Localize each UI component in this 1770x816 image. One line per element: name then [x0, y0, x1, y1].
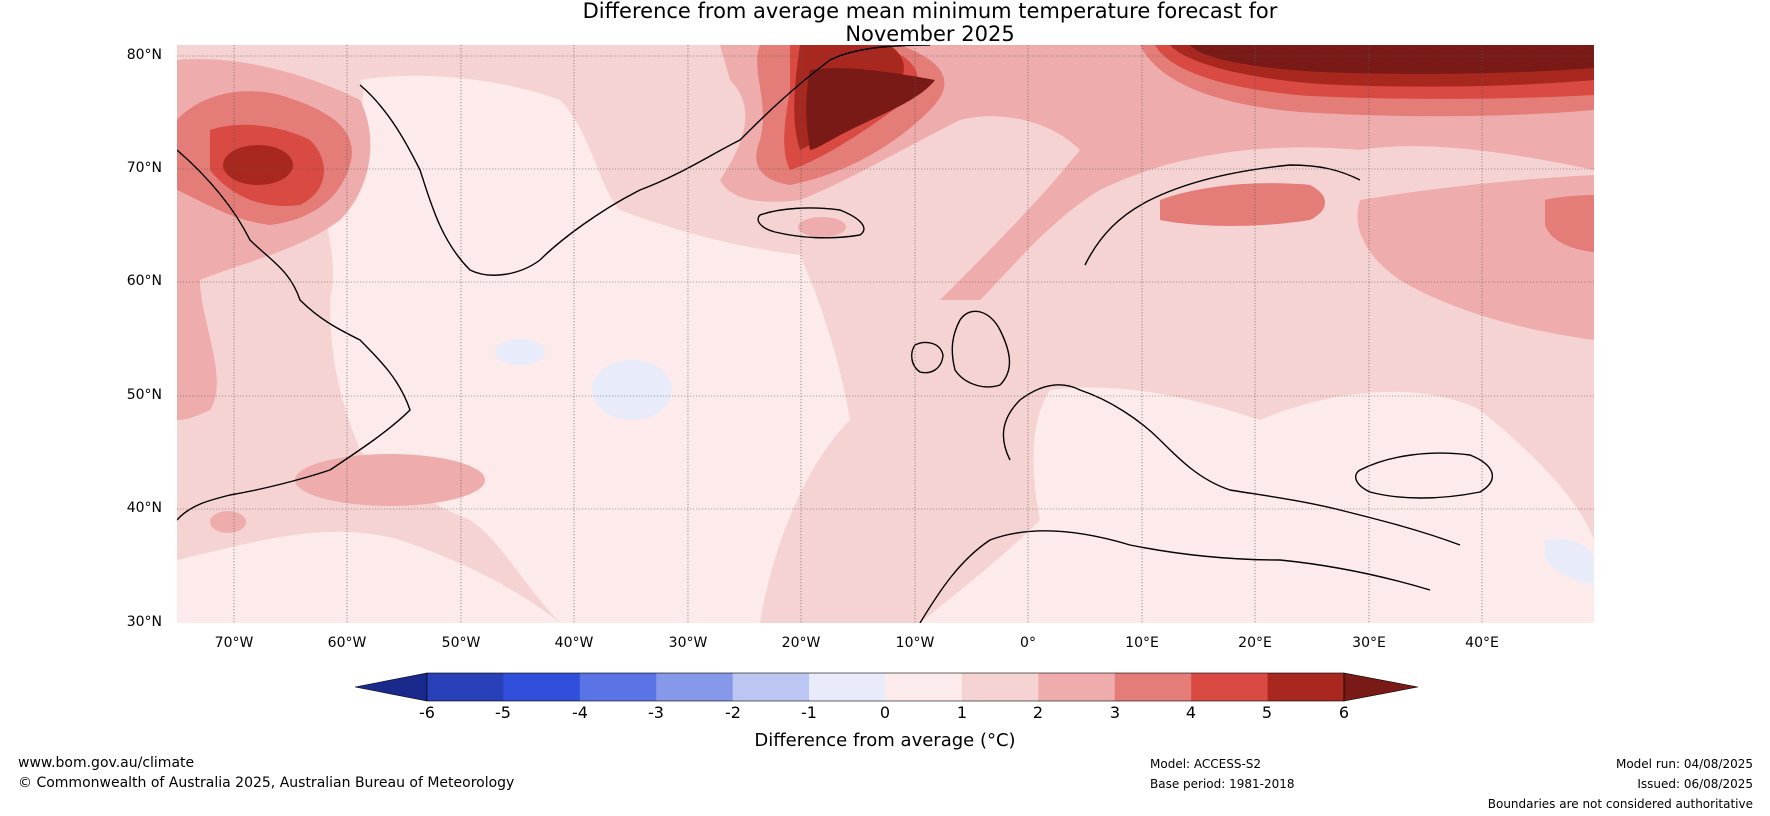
lat-label-50n: 50°N: [126, 387, 162, 403]
lon-label-30w: 30°W: [668, 635, 708, 651]
map-title-line1: Difference from average mean minimum tem…: [582, 0, 1278, 23]
ireland-coast: [911, 341, 944, 374]
lon-label-10e: 10°E: [1125, 635, 1159, 651]
colorbar-segment: [1191, 673, 1269, 701]
canada-coast: [177, 149, 411, 521]
colorbar-tick: -6: [419, 703, 435, 722]
colorbar-segment: [1114, 673, 1192, 701]
footer-website: www.bom.gov.au/climate: [18, 755, 195, 771]
colorbar-tick: 2: [1032, 703, 1044, 722]
lat-label-70n: 70°N: [126, 160, 162, 176]
colorbar-tick: 4: [1185, 703, 1197, 722]
colorbar-segment: [809, 673, 886, 701]
lon-label-10w: 10°W: [895, 635, 935, 651]
anomaly-2-3-newfoundland: [295, 454, 485, 506]
lon-label-40e: 40°E: [1465, 635, 1499, 651]
anomaly-2-3-south-patch: [210, 511, 246, 533]
lat-label-40n: 40°N: [126, 500, 162, 516]
map-title: Difference from average mean minimum tem…: [560, 0, 1300, 46]
lat-label-60n: 60°N: [126, 273, 162, 289]
colorbar-segment: [656, 673, 734, 701]
colorbar-tick: 1: [956, 703, 968, 722]
norway-coast: [1084, 164, 1361, 266]
lon-label-40w: 40°W: [554, 635, 594, 651]
colorbar-segment: [579, 673, 657, 701]
lon-label-20e: 20°E: [1238, 635, 1272, 651]
colorbar-segment: [885, 673, 963, 701]
anomaly-2-3-russia: [1357, 175, 1594, 340]
iceland-coast: [757, 207, 865, 239]
colorbar-tick: 3: [1109, 703, 1121, 722]
colorbar-arrow-low: [354, 672, 428, 702]
colorbar-tick: -2: [725, 703, 741, 722]
greenland-coast: [359, 45, 931, 276]
footer-base-period: Base period: 1981-2018: [1150, 777, 1295, 791]
lon-label-50w: 50°W: [441, 635, 481, 651]
footer-model-run: Model run: 04/08/2025: [1615, 757, 1753, 771]
footer-copyright: © Commonwealth of Australia 2025, Austra…: [18, 775, 515, 791]
anomaly-6plus-greenland-sea: [806, 68, 935, 150]
lat-label-30n: 30°N: [126, 614, 162, 630]
britain-coast: [951, 310, 1011, 388]
colorbar-segment: [732, 673, 810, 701]
graticule: [177, 45, 1594, 623]
anomaly-neg-patch-3: [1545, 538, 1594, 585]
colorbar-label: Difference from average (°C): [754, 730, 1016, 751]
colorbar-tick: -5: [495, 703, 511, 722]
colorbar: [354, 672, 1419, 702]
colorbar-tick: 6: [1338, 703, 1350, 722]
colorbar-tick: 5: [1261, 703, 1273, 722]
lon-label-0: 0°: [1020, 635, 1036, 651]
colorbar-tick: -1: [801, 703, 817, 722]
anomaly-2-3-iceland: [798, 217, 846, 237]
footer-issued: Issued: 06/08/2025: [1637, 777, 1753, 791]
colorbar-segment: [1267, 673, 1345, 701]
coastlines: [177, 45, 1493, 623]
colorbar-tick: -4: [572, 703, 588, 722]
colorbar-border: [426, 672, 1345, 702]
lon-label-70w: 70°W: [214, 635, 254, 651]
africa-coast: [919, 530, 1431, 623]
colorbar-segment: [1038, 673, 1116, 701]
anomaly-neg-patch-1: [495, 339, 545, 365]
colorbar-tick: -3: [648, 703, 664, 722]
colorbar-tick: 0: [879, 703, 891, 722]
colorbar-segment: [961, 673, 1039, 701]
lat-label-80n: 80°N: [126, 47, 162, 63]
anomaly-0-1-mediterranean: [920, 387, 1594, 623]
lon-label-60w: 60°W: [327, 635, 367, 651]
footer-disclaimer: Boundaries are not considered authoritat…: [1487, 797, 1753, 811]
colorbar-segment: [503, 673, 581, 701]
black-sea-coast: [1355, 452, 1493, 499]
lon-label-20w: 20°W: [781, 635, 821, 651]
anomaly-field: [177, 45, 1594, 623]
anomaly-3-4-scandinavia: [1160, 183, 1325, 226]
europe-coast: [1002, 384, 1461, 546]
anomaly-neg-patch-2: [592, 360, 672, 420]
colorbar-arrow-high: [1343, 672, 1419, 702]
anomaly-0-1-southwest: [177, 531, 560, 623]
colorbar-segment: [427, 673, 504, 701]
anomaly-3-4-urals: [1545, 195, 1594, 252]
footer-model: Model: ACCESS-S2: [1150, 757, 1262, 771]
map-title-line2: November 2025: [845, 22, 1015, 46]
anomaly-5-6-baffin: [223, 145, 293, 185]
anomaly-6plus-barents: [1190, 45, 1594, 74]
lon-label-30e: 30°E: [1352, 635, 1386, 651]
